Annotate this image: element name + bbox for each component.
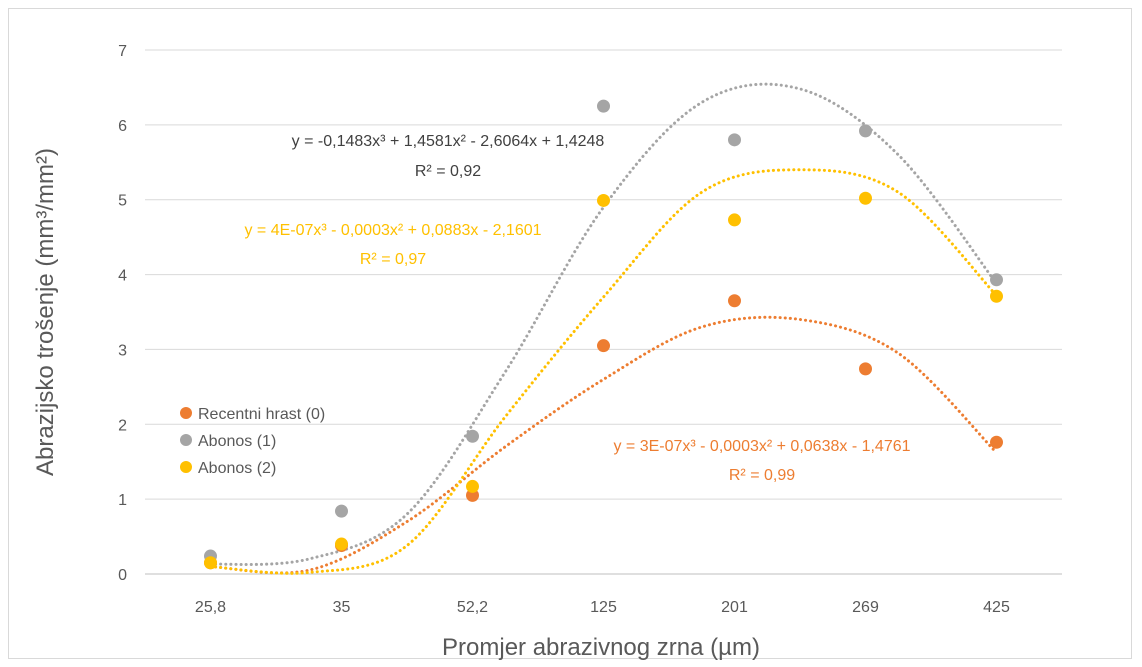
y-tick-label: 2 — [118, 417, 127, 434]
equation-recentni-hrast: y = 3E-07x³ - 0,0003x² + 0,0638x - 1,476… — [613, 438, 910, 455]
data-point-series-2 — [597, 194, 610, 207]
data-point-series-2 — [990, 290, 1003, 303]
trendline-series-1 — [211, 84, 997, 564]
y-tick-label: 0 — [118, 567, 127, 584]
legend-label-abonos-2: Abonos (2) — [198, 460, 276, 477]
equation-abonos-2: y = 4E-07x³ - 0,0003x² + 0,0883x - 2,160… — [244, 222, 541, 239]
data-point-series-2 — [466, 480, 479, 493]
x-tick-label: 52,2 — [457, 599, 488, 616]
data-point-series-0 — [990, 436, 1003, 449]
data-point-series-1 — [990, 273, 1003, 286]
data-point-series-1 — [466, 430, 479, 443]
legend-label-recentni-hrast: Recentni hrast (0) — [198, 406, 325, 423]
data-point-series-2 — [335, 538, 348, 551]
legend-label-abonos-1: Abonos (1) — [198, 433, 276, 450]
data-point-series-2 — [859, 192, 872, 205]
r2-abonos-1: R² = 0,92 — [415, 163, 481, 180]
y-tick-label: 5 — [118, 193, 127, 210]
data-point-series-0 — [728, 294, 741, 307]
legend-marker-abonos-2 — [180, 461, 192, 473]
x-tick-labels: 25,8 35 52,2 125 201 269 425 — [195, 599, 1010, 616]
data-point-series-1 — [335, 505, 348, 518]
legend-marker-abonos-1 — [180, 434, 192, 446]
y-tick-label: 1 — [118, 492, 127, 509]
y-tick-label: 4 — [118, 268, 127, 285]
y-tick-label: 7 — [118, 43, 127, 60]
x-tick-label: 125 — [590, 599, 617, 616]
grid-lines — [145, 50, 1062, 574]
y-axis-title: Abrazijsko trošenje (mm³/mm²) — [32, 148, 59, 476]
data-point-series-2 — [728, 213, 741, 226]
x-tick-label: 35 — [333, 599, 351, 616]
y-tick-label: 6 — [118, 118, 127, 135]
x-axis-title: Promjer abrazivnog zrna (µm) — [442, 634, 760, 661]
trendlines — [211, 84, 997, 573]
data-point-series-1 — [728, 133, 741, 146]
x-tick-label: 201 — [721, 599, 748, 616]
x-tick-label: 25,8 — [195, 599, 226, 616]
x-tick-label: 425 — [983, 599, 1010, 616]
r2-abonos-2: R² = 0,97 — [360, 251, 426, 268]
data-point-series-2 — [204, 556, 217, 569]
x-tick-label: 269 — [852, 599, 879, 616]
data-point-series-1 — [597, 100, 610, 113]
data-point-series-0 — [597, 339, 610, 352]
equation-abonos-1: y = -0,1483x³ + 1,4581x² - 2,6064x + 1,4… — [292, 133, 605, 150]
data-point-series-1 — [859, 124, 872, 137]
legend-marker-recentni-hrast — [180, 407, 192, 419]
y-tick-label: 3 — [118, 342, 127, 359]
data-point-series-0 — [859, 362, 872, 375]
y-tick-labels: 0 1 2 3 4 5 6 7 — [118, 43, 127, 584]
legend: Recentni hrast (0) Abonos (1) Abonos (2) — [180, 406, 325, 477]
r2-recentni-hrast: R² = 0,99 — [729, 467, 795, 484]
